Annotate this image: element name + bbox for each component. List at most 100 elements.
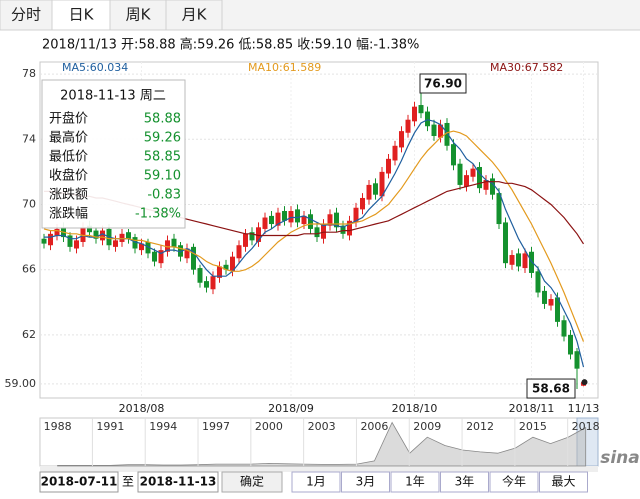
legend-entry: MA30:67.582 (490, 61, 563, 74)
tooltip-box (41, 79, 186, 229)
candle-body (217, 266, 222, 278)
navigator-tick-label: 2015 (519, 420, 547, 433)
tab-label: 分时 (11, 6, 41, 24)
x-tick-label: 2018/11 (509, 402, 555, 415)
tooltip-value: 58.85 (144, 150, 181, 165)
navigator-tick-label: 2009 (413, 420, 441, 433)
tooltip-value: -1.38% (135, 207, 181, 222)
navigator-tick-label: 1991 (96, 420, 124, 433)
candle-body (555, 297, 560, 322)
range-label: 1年 (405, 475, 425, 489)
y-tick-label: 78 (22, 67, 36, 80)
candle-body (496, 193, 502, 225)
y-tick-label: 74 (22, 132, 36, 145)
candle-body (158, 250, 164, 264)
tab[interactable] (165, 0, 223, 31)
date-input[interactable] (137, 471, 219, 493)
logo: sina (600, 448, 640, 468)
date-input[interactable] (39, 471, 119, 493)
candle-body (165, 240, 170, 252)
candle-body (392, 145, 398, 161)
candle-body (438, 124, 443, 138)
candle-body (87, 225, 92, 233)
tab[interactable] (0, 0, 53, 31)
candle-body (308, 214, 313, 229)
max-label-box (419, 73, 467, 94)
candle-body (561, 320, 567, 337)
min-label-box (526, 378, 576, 399)
candle-body (197, 268, 203, 283)
tooltip-value: 59.26 (144, 131, 181, 146)
confirm-button[interactable] (221, 471, 283, 493)
y-tick-label: 62 (22, 328, 36, 341)
range-label: 今年 (502, 474, 526, 489)
candle-body (204, 281, 209, 288)
info-line: 2018/11/13 开:58.88 高:59.26 低:58.85 收:59.… (42, 37, 419, 53)
candle-body (535, 271, 541, 293)
navigator-tick-label: 2003 (308, 420, 336, 433)
ma-line (44, 119, 585, 368)
y-tick-label: 66 (22, 263, 36, 276)
candle-body (490, 178, 495, 195)
range-button[interactable] (390, 471, 440, 493)
tooltip-value: -0.83 (147, 188, 181, 203)
candle-body (210, 276, 216, 290)
y-tick-label: 59.00 (5, 377, 37, 390)
candle-body (100, 230, 105, 241)
navigator-tick-label: 2018 (572, 420, 600, 433)
candle-body (269, 215, 274, 225)
candle-body (431, 124, 437, 137)
candle-body (386, 158, 391, 174)
candle-body (236, 245, 242, 259)
candle-body (67, 235, 73, 247)
tab[interactable] (109, 0, 167, 31)
min-label: 58.68 (532, 382, 570, 396)
candle-body (412, 106, 417, 122)
candle-body (314, 227, 320, 238)
candle-body (145, 241, 151, 254)
range-button[interactable] (341, 471, 390, 493)
legend-entry: MA5:60.034 (62, 61, 128, 74)
candle-body (230, 256, 235, 272)
candle-body (243, 233, 248, 247)
navigator-scrollbar[interactable] (40, 466, 598, 472)
candle-body (132, 237, 138, 249)
tooltip-label: 涨跌额 (49, 187, 88, 203)
range-label: 最大 (551, 475, 575, 489)
candle-body (509, 255, 515, 265)
tab-label: 月K (182, 6, 208, 24)
candle-body (548, 299, 554, 306)
candle-body (347, 220, 352, 236)
candle-body (295, 209, 300, 223)
confirm-label: 确定 (240, 474, 264, 489)
candle-body (399, 131, 404, 148)
candle-body (477, 166, 482, 189)
candle-body (503, 222, 508, 264)
range-button[interactable] (440, 471, 489, 493)
range-button[interactable] (489, 471, 539, 493)
navigator-tick-label: 2000 (255, 420, 283, 433)
range-button[interactable] (291, 471, 341, 493)
tooltip-value: 58.88 (144, 112, 181, 127)
candle-body (74, 240, 79, 249)
tooltip-label: 最高价 (49, 130, 88, 146)
max-label: 76.90 (424, 76, 462, 90)
date-to: 2018-11-13 (140, 475, 217, 489)
range-button[interactable] (539, 471, 588, 493)
candle-body (93, 230, 99, 239)
tab[interactable] (51, 0, 111, 31)
candle-body (262, 217, 268, 229)
candle-body (373, 183, 378, 195)
ma-line (43, 130, 585, 342)
tab-label: 日K (69, 6, 95, 24)
range-label: 1月 (306, 475, 326, 489)
x-tick-label: 2018/08 (119, 402, 165, 415)
candle-body (321, 224, 326, 239)
candle-body (191, 246, 196, 270)
candle-body (249, 232, 255, 241)
tooltip-label: 涨跌幅 (49, 206, 88, 222)
candle-body (171, 238, 177, 247)
candle-body (334, 212, 339, 228)
tooltip-label: 收盘价 (49, 168, 88, 184)
